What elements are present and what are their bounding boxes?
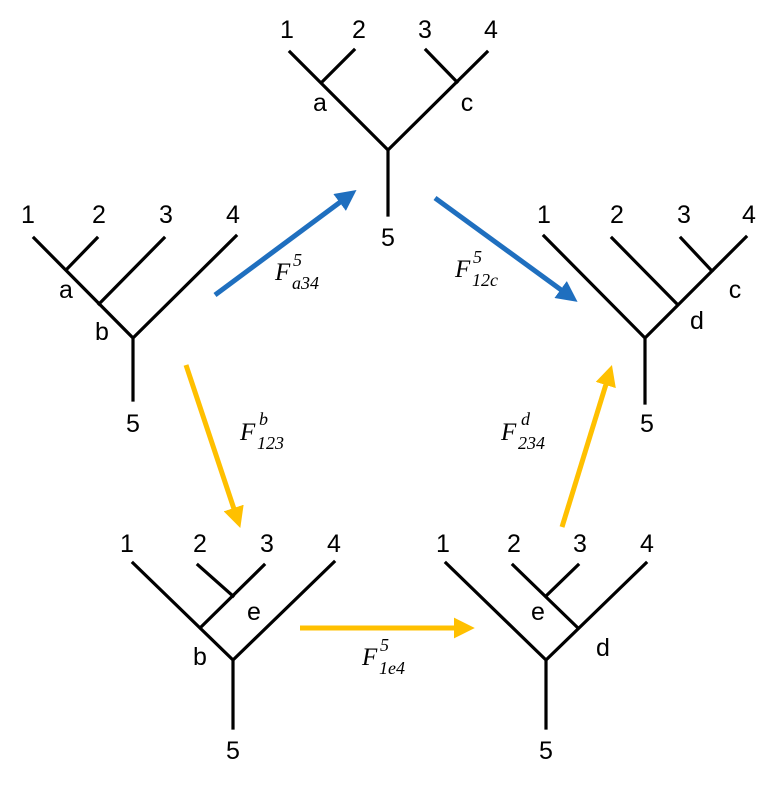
leaf-label: 1 — [120, 530, 134, 558]
leaf-label: 2 — [193, 530, 207, 558]
leaf-label: 3 — [159, 201, 173, 229]
move-label-f-234: F d 234 — [500, 409, 545, 453]
internal-label: d — [690, 307, 704, 335]
arrow-f-a34 — [213, 189, 357, 298]
leaf-label: 3 — [260, 530, 274, 558]
root-label: 5 — [381, 224, 395, 252]
move-base: F — [274, 259, 291, 286]
move-base: F — [500, 419, 517, 446]
leaf-label: 4 — [484, 16, 498, 44]
move-sup: b — [259, 409, 268, 429]
arrow-f-123 — [183, 364, 244, 528]
internal-label: c — [461, 89, 474, 117]
leaf-label: 4 — [226, 201, 240, 229]
leaf-label: 1 — [21, 201, 35, 229]
root-label: 5 — [226, 737, 240, 765]
tree-bottom-left: 1 2 3 4 e b 5 — [120, 530, 341, 765]
move-base: F — [361, 644, 378, 671]
leaf-label: 3 — [677, 201, 691, 229]
leaf-label: 2 — [92, 201, 106, 229]
internal-label: b — [193, 643, 207, 671]
internal-label: e — [531, 598, 545, 626]
move-label-f-123: F b 123 — [239, 409, 284, 453]
tree-top: 1 2 3 4 a c 5 — [280, 16, 498, 252]
root-label: 5 — [126, 410, 140, 438]
move-sup: 5 — [293, 250, 302, 270]
internal-label: a — [59, 276, 73, 304]
internal-label: c — [729, 276, 742, 304]
tree-edges — [130, 559, 337, 730]
tree-edges — [31, 233, 239, 402]
move-sub: 234 — [518, 433, 545, 453]
move-sub: 123 — [257, 433, 284, 453]
leaf-label: 2 — [610, 201, 624, 229]
arrow-f-234 — [559, 364, 616, 528]
move-base: F — [239, 419, 256, 446]
internal-label: e — [247, 598, 261, 626]
move-sup: d — [521, 409, 531, 429]
tree-edges — [541, 233, 749, 405]
move-label-f-12c: F 5 12c — [454, 247, 498, 290]
leaf-label: 1 — [436, 530, 450, 558]
leaf-label: 1 — [537, 201, 551, 229]
arrow-f-12c — [433, 195, 578, 302]
tree-right: 1 2 3 4 d c 5 — [537, 201, 756, 438]
root-label: 5 — [539, 737, 553, 765]
leaf-label: 4 — [742, 201, 756, 229]
leaf-label: 4 — [327, 530, 341, 558]
leaf-label: 2 — [352, 16, 366, 44]
leaf-label: 3 — [418, 16, 432, 44]
move-sub: a34 — [292, 273, 319, 293]
leaf-label: 1 — [280, 16, 294, 44]
internal-label: a — [313, 89, 327, 117]
leaf-label: 2 — [507, 530, 521, 558]
root-label: 5 — [640, 410, 654, 438]
tree-bottom-right: 1 2 3 4 e d 5 — [436, 530, 654, 765]
move-base: F — [454, 256, 471, 283]
move-sup: 5 — [380, 635, 389, 655]
leaf-label: 4 — [640, 530, 654, 558]
leaf-label: 3 — [573, 530, 587, 558]
move-sub: 1e4 — [379, 658, 405, 678]
move-sup: 5 — [473, 247, 482, 267]
internal-label: b — [95, 318, 109, 346]
move-sub: 12c — [472, 270, 498, 290]
internal-label: d — [596, 634, 610, 662]
move-label-f-a34: F 5 a34 — [274, 250, 319, 293]
tree-edges — [443, 560, 649, 730]
tree-edges — [287, 47, 490, 217]
tree-left: 1 2 3 4 a b 5 — [21, 201, 240, 438]
move-label-f-1e4: F 5 1e4 — [361, 635, 405, 678]
